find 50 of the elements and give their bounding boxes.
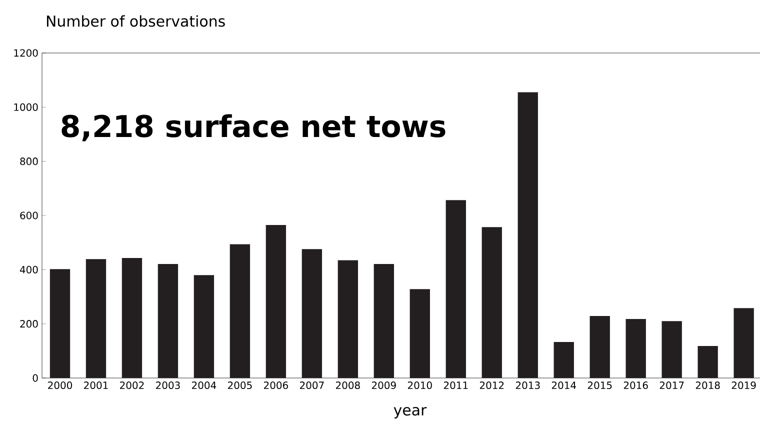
y-axis-title: Number of observations <box>46 15 225 27</box>
x-tick-label: 2014 <box>552 382 576 390</box>
x-tick-label: 2001 <box>84 382 108 390</box>
x-tick-label: 2003 <box>156 382 180 390</box>
x-tick-label: 2007 <box>300 382 324 390</box>
bar <box>626 318 646 378</box>
x-tick-label: 2018 <box>696 382 720 390</box>
x-tick-label: 2013 <box>516 382 540 390</box>
x-tick-label: 2012 <box>480 382 504 390</box>
y-tick-label: 1000 <box>14 103 38 111</box>
y-tick-label: 400 <box>20 266 38 274</box>
x-tick-label: 2002 <box>120 382 144 390</box>
bar <box>302 249 322 378</box>
y-tick-label: 0 <box>32 374 38 382</box>
x-tick-label: 2005 <box>228 382 252 390</box>
bar <box>338 260 358 378</box>
bar <box>662 321 682 378</box>
bar <box>698 346 718 378</box>
y-tick-label: 600 <box>20 212 38 220</box>
x-tick-label: 2000 <box>48 382 72 390</box>
bar <box>230 244 250 378</box>
bar <box>194 275 214 378</box>
x-tick-label: 2004 <box>192 382 216 390</box>
x-tick-label: 2015 <box>588 382 612 390</box>
x-tick-label: 2011 <box>444 382 468 390</box>
bar <box>122 258 142 378</box>
x-tick-label: 2016 <box>624 382 648 390</box>
bar <box>590 316 610 378</box>
bar <box>374 264 394 378</box>
x-tick-label: 2017 <box>660 382 684 390</box>
bar <box>482 227 502 378</box>
bar <box>266 224 286 378</box>
bar <box>554 342 574 378</box>
y-tick-label: 200 <box>20 320 38 328</box>
bar <box>518 92 538 378</box>
bar <box>734 308 754 378</box>
annotation: 8,218 surface net tows <box>62 114 446 142</box>
x-tick-label: 2006 <box>264 382 288 390</box>
x-tick-label: 2009 <box>372 382 396 390</box>
bar <box>50 269 70 378</box>
bar <box>86 259 106 378</box>
y-tick-label: 1200 <box>14 49 38 57</box>
bar <box>158 264 178 378</box>
x-axis-title: year <box>394 407 427 418</box>
y-tick-label: 800 <box>20 158 38 166</box>
bar <box>410 289 430 378</box>
x-tick-label: 2010 <box>408 382 432 390</box>
bar <box>446 200 466 378</box>
x-tick-label: 2008 <box>336 382 360 390</box>
x-tick-label: 2019 <box>732 382 756 390</box>
